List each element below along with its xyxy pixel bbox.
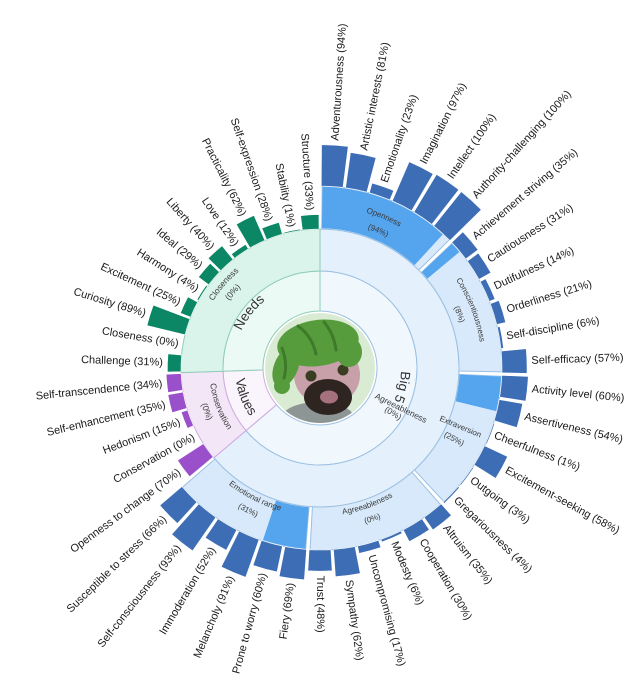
facet-label: Gregariousness (4%)	[451, 495, 534, 576]
facet-bar-Harmony	[196, 284, 208, 301]
facet-label: Stability (1%)	[273, 162, 298, 228]
facet-bar-Cautiousness	[466, 252, 492, 280]
facet-bar-Assertiveness	[493, 399, 523, 428]
facet-bar-Trust	[307, 549, 333, 572]
facet-bar-Hedonism	[180, 409, 194, 429]
facet-label: Assertiveness (54%)	[523, 411, 624, 446]
facet-label: Self-transcendence (34%)	[35, 378, 163, 403]
facet-bar-Self-transcendence	[165, 373, 184, 393]
facet-label: Curiosity (89%)	[72, 286, 147, 320]
facet-bar-Gregariousness	[442, 486, 460, 504]
facet-bar-Immoderation	[204, 518, 238, 551]
facet-bar-Emotionality	[368, 182, 395, 201]
facet-bar-Practicality	[235, 214, 266, 249]
facet-bar-Intellect	[413, 173, 460, 225]
facet-label: Self-consciousness (93%)	[96, 543, 184, 650]
facet-bar-Susceptible to stress	[159, 486, 198, 524]
facet-bar-Melancholy	[220, 530, 260, 578]
facet-bar-Love	[230, 243, 249, 259]
facet-bar-Sympathy	[333, 546, 361, 578]
facet-bar-Ideal	[198, 262, 220, 286]
facet-bar-Cooperation	[402, 518, 430, 543]
facet-bar-Outgoing	[459, 466, 475, 486]
facet-bar-Uncompromising	[357, 539, 382, 554]
facet-bar-Curiosity	[146, 304, 191, 336]
facet-bar-Fiery	[278, 546, 307, 581]
facet-label: Melancholy (91%)	[192, 574, 237, 660]
facet-bar-Liberty	[207, 245, 234, 272]
facet-bar-Self-discipline	[496, 326, 504, 349]
facet-bar-Authority-challenging	[433, 191, 482, 241]
facet-label: Activity level (60%)	[531, 383, 625, 404]
facet-label: Excitement-seeking (58%)	[503, 465, 621, 537]
avatar-hair-line	[322, 320, 338, 352]
facet-label: Structure (33%)	[298, 133, 315, 211]
facet-bar-Structure	[300, 214, 320, 231]
facet-label: Fiery (69%)	[278, 582, 297, 640]
facet-bar-Prone to worry	[252, 539, 283, 573]
avatar-hair-line	[280, 346, 288, 380]
facet-bar-Self-enhancement	[167, 391, 188, 414]
facet-label: Authority-challenging (100%)	[470, 88, 574, 201]
trait-arc-fill-Openness	[321, 186, 443, 266]
facet-bar-Stability	[283, 228, 301, 235]
facet-bar-Adventurousness	[320, 144, 349, 188]
facet-bar-Openness to change	[177, 443, 214, 478]
facet-bar-Imagination	[391, 161, 434, 212]
trait-arc-fill-Extraversion	[455, 374, 502, 412]
facet-label: Susceptible to stress (66%)	[65, 514, 170, 616]
facet-bar-Artistic interests	[345, 152, 377, 193]
facet-bar-Achievement striving	[451, 231, 479, 260]
facet-label: Self-discipline (6%)	[506, 315, 601, 342]
facet-bar-Self-expression	[261, 221, 283, 241]
facet-label: Orderliness (21%)	[505, 278, 593, 316]
facet-bar-Modesty	[380, 530, 403, 543]
facet-label: Adventurousness (94%)	[329, 23, 349, 141]
facet-bar-Self-consciousness	[171, 503, 217, 552]
facet-label: Self-efficacy (57%)	[531, 352, 623, 367]
avatar-hair-line	[296, 324, 318, 356]
facet-label: Trust (48%)	[314, 576, 326, 633]
facet-bar-Altruism	[423, 503, 452, 531]
facet-label: Modesty (6%)	[388, 540, 426, 607]
facet-label: Cheerfulness (1%)	[492, 430, 581, 474]
facet-label: Sympathy (62%)	[343, 579, 366, 661]
trait-arc-fill-Emotional range	[262, 500, 309, 549]
facet-bar-Excitement	[180, 296, 199, 318]
facet-bar-Cheerfulness	[485, 422, 496, 445]
facet-label: Challenge (31%)	[81, 354, 163, 369]
avatar-mouth	[320, 390, 338, 404]
facet-label: Artistic interests (81%)	[358, 41, 392, 151]
avatar-hair-side	[336, 337, 362, 367]
facet-bar-Self-efficacy	[500, 348, 528, 374]
facet-bar-Excitement-seeking	[473, 445, 509, 479]
avatar-hair-curl	[274, 378, 290, 394]
facet-bar-Orderliness	[489, 300, 507, 325]
facet-label: Prone to worry (60%)	[231, 572, 270, 675]
avatar-left-eye	[305, 370, 317, 382]
facet-bar-Activity level	[499, 375, 529, 402]
trait-arc-fill-Conscientiousness	[421, 243, 460, 279]
facet-bar-Challenge	[167, 353, 182, 373]
facet-bar-Dutifulness	[479, 278, 496, 302]
avatar	[265, 313, 375, 423]
facet-label: Achievement striving (35%)	[470, 147, 580, 243]
avatar-right-eye	[337, 364, 349, 376]
